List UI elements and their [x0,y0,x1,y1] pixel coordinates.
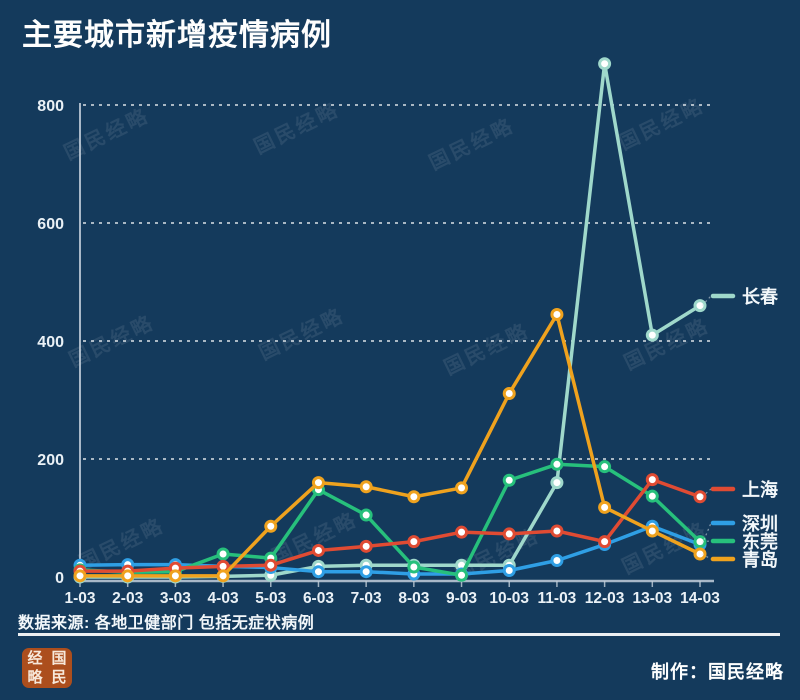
data-point-上海 [645,473,659,487]
series-line-上海 [78,477,702,573]
legend-label-深圳: 深圳 [742,513,778,534]
data-point-长春 [598,57,612,71]
x-axis-tick-label: 2-03 [112,590,143,607]
x-axis-tick-label: 9-03 [446,590,477,607]
data-point-长春 [693,299,707,313]
data-point-东莞 [550,457,564,471]
data-point-青岛 [73,569,87,583]
x-axis-tick-label: 10-03 [489,590,529,607]
x-axis-tick-label: 12-03 [585,590,625,607]
data-point-长春 [645,328,659,342]
logo-char: 民 [51,668,67,686]
data-point-上海 [407,535,421,549]
data-point-上海 [598,535,612,549]
x-axis-tick-label: 13-03 [632,590,672,607]
legend-label-东莞: 东莞 [742,531,778,552]
y-axis-tick-label: 600 [37,216,64,233]
data-point-东莞 [645,489,659,503]
line-chart: 0 200 400 600 800 1-03 2-03 3-03 4-03 5-03 6-03 7-0… [37,57,779,607]
data-point-深圳 [502,564,516,578]
x-axis-tick-label: 6-03 [303,590,334,607]
y-axis-tick-label: 400 [37,334,64,351]
source-note: 数据来源: 各地卫健部门 包括无症状病例 [18,615,315,632]
data-point-青岛 [645,524,659,538]
series-line-深圳 [78,524,702,576]
logo-char: 经 [27,649,43,667]
footer-divider [18,633,780,636]
data-point-上海 [693,490,707,504]
legend-leader-上海 [701,488,712,498]
x-axis-tick-label: 8-03 [398,590,429,607]
y-axis-tick-label: 200 [37,452,64,469]
data-point-青岛 [264,519,278,533]
data-point-青岛 [502,387,516,401]
x-axis-tick-label: 3-03 [160,590,191,607]
series-line-青岛 [78,312,702,578]
data-point-上海 [455,525,469,539]
legend-leader-青岛 [701,553,712,560]
data-point-青岛 [693,547,707,561]
legend-leader-长春 [701,295,712,307]
data-point-东莞 [598,460,612,474]
data-point-青岛 [168,569,182,583]
x-axis-tick-label: 11-03 [538,590,577,607]
x-axis-tick-label: 5-03 [255,590,286,607]
data-point-青岛 [407,490,421,504]
series-line-长春 [78,61,702,579]
data-point-青岛 [311,476,325,490]
data-point-东莞 [407,560,421,574]
data-point-上海 [502,527,516,541]
brand-logo: 经 国 略 民 [22,648,72,688]
data-point-青岛 [216,569,230,583]
legend-label-长春: 长春 [742,286,779,307]
data-point-东莞 [455,568,469,582]
legend-label-上海: 上海 [742,479,778,500]
page-title: 主要城市新增疫情病例 [22,19,332,52]
legend-label-青岛: 青岛 [742,549,778,570]
y-axis-tick-label: 0 [55,570,64,587]
data-point-深圳 [359,565,373,579]
data-point-青岛 [598,500,612,514]
data-point-长春 [550,476,564,490]
credit-text: 制作：国民经略 [651,662,784,682]
data-point-上海 [311,543,325,557]
data-point-上海 [550,524,564,538]
x-axis-tick-label: 7-03 [351,590,382,607]
data-point-深圳 [311,565,325,579]
data-point-东莞 [216,547,230,561]
data-point-东莞 [502,473,516,487]
data-point-青岛 [121,569,135,583]
x-axis-tick-label: 4-03 [208,590,239,607]
legend-leader-东莞 [701,540,712,543]
data-point-青岛 [359,480,373,494]
x-axis-tick-label: 1-03 [64,590,95,607]
data-point-上海 [264,558,278,572]
x-axis-tick-label: 14-03 [680,590,720,607]
data-point-上海 [359,539,373,553]
logo-char: 国 [51,649,67,667]
data-point-青岛 [550,307,564,321]
logo-char: 略 [27,668,43,686]
legend-leader-深圳 [701,522,712,545]
data-point-深圳 [550,553,564,567]
data-point-青岛 [455,481,469,495]
data-point-东莞 [359,508,373,522]
y-axis-tick-label: 800 [37,98,64,115]
